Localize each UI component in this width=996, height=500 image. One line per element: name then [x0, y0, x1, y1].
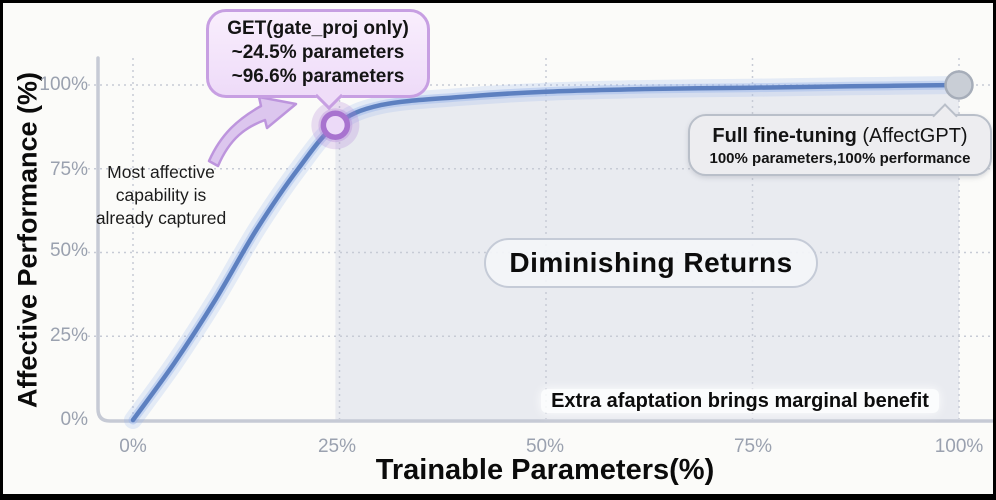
x-tick-0: 0%: [119, 436, 147, 457]
y-tick-75: 75%: [49, 159, 88, 180]
get-marker: [320, 110, 351, 140]
full-finetuning-title: Full fine-tuning (AffectGPT): [692, 123, 988, 149]
curved-arrow-icon: [207, 95, 298, 168]
x-tick-25: 25%: [317, 436, 357, 457]
get-callout-bubble: GET(gate_proj only) ~24.5% parameters ~9…: [206, 9, 430, 111]
diminishing-returns-label: Diminishing Returns: [484, 238, 818, 288]
full-finetuning-subtitle: 100% parameters,100% performance: [709, 150, 971, 167]
full-finetuning-title-rest: (AffectGPT): [856, 125, 968, 147]
y-tick-25: 25%: [49, 325, 88, 346]
most-affective-note: Most affective capability is already cap…: [55, 161, 267, 230]
most-affective-line1: Most affective: [107, 162, 215, 182]
marginal-benefit-note: Extra afaptation brings marginal benefit: [500, 389, 980, 413]
full-finetuning-marker: [944, 70, 974, 100]
x-tick-75: 75%: [733, 436, 773, 457]
x-axis-title: Trainable Parameters(%): [375, 454, 715, 486]
x-tick-100: 100%: [934, 436, 984, 457]
most-affective-line3: already captured: [95, 208, 227, 228]
most-affective-line2: capability is: [115, 185, 207, 205]
y-tick-100: 100%: [39, 74, 88, 95]
marginal-benefit-text: Extra afaptation brings marginal benefit: [541, 389, 939, 413]
x-tick-50: 50%: [525, 436, 565, 457]
full-finetuning-title-bold: Full fine-tuning: [712, 125, 857, 147]
axis-lines: [96, 56, 994, 423]
y-tick-0: 0%: [60, 409, 88, 430]
performance-curve: [130, 82, 962, 423]
get-callout-parameters: ~24.5% parameters: [231, 42, 405, 63]
y-tick-50: 50%: [49, 240, 88, 261]
get-callout-performance: ~96.6% parameters: [231, 66, 405, 87]
get-callout-title: GET(gate_proj only): [227, 18, 409, 39]
full-finetuning-callout-bubble: Full fine-tuning (AffectGPT) 100% parame…: [688, 103, 992, 176]
